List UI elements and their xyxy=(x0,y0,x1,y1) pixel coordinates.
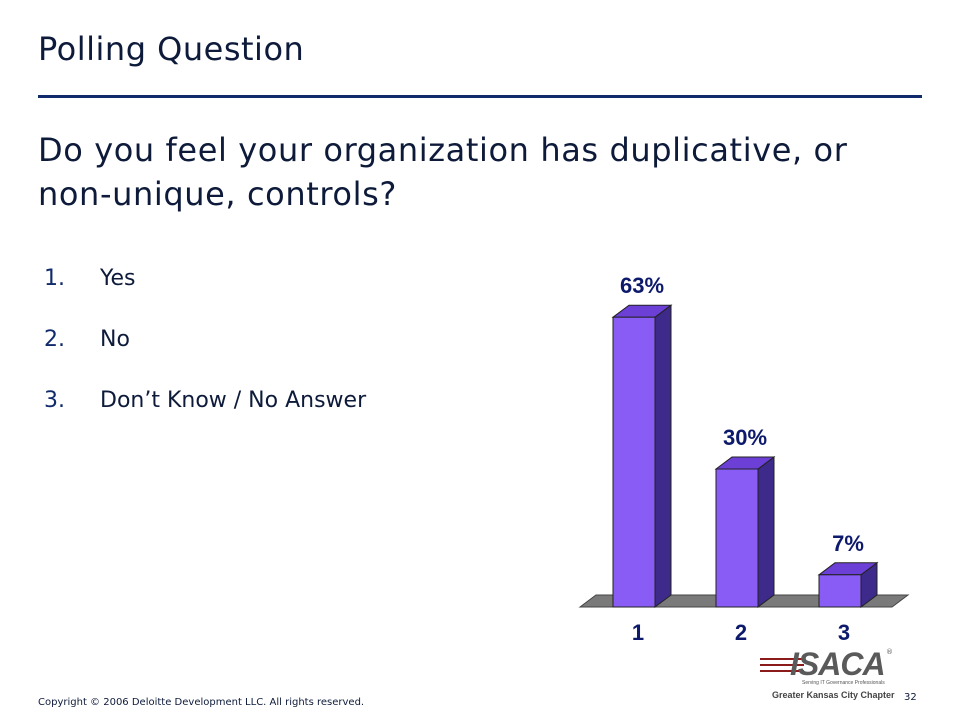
logo-stripe xyxy=(760,670,804,672)
logo-tagline: Serving IT Governance Professionals xyxy=(802,680,885,686)
answer-option: 3. Don’t Know / No Answer xyxy=(44,388,366,418)
logo-stripe xyxy=(760,664,804,666)
data-label: 30% xyxy=(723,425,767,450)
bar xyxy=(612,316,656,608)
poll-question: Do you feel your organization has duplic… xyxy=(38,131,848,213)
bar xyxy=(818,574,862,608)
logo-stripe xyxy=(760,658,804,660)
x-tick-label: 1 xyxy=(632,620,644,645)
answer-options: 1. Yes 2. No 3. Don’t Know / No Answer xyxy=(44,266,366,449)
slide-title: Polling Question xyxy=(38,30,305,68)
x-tick-label: 3 xyxy=(838,620,850,645)
logo-chapter-name: Greater Kansas City Chapter xyxy=(772,690,895,700)
bar-side xyxy=(757,456,775,608)
answer-option: 1. Yes xyxy=(44,266,366,296)
copyright-text: Copyright © 2006 Deloitte Development LL… xyxy=(38,697,365,708)
results-bar-chart: 63% 1 30% 2 7% 3 xyxy=(578,273,910,645)
option-label: Yes xyxy=(100,266,136,291)
isaca-logo: ISACA ® Serving IT Governance Profession… xyxy=(760,644,900,706)
bar-side xyxy=(654,304,672,608)
logo-registered-mark: ® xyxy=(886,648,893,656)
option-number: 1. xyxy=(44,266,65,291)
option-number: 2. xyxy=(44,327,65,352)
logo-wordmark: ISACA xyxy=(790,646,886,682)
option-label: Don’t Know / No Answer xyxy=(100,388,367,413)
page-number: 32 xyxy=(904,692,917,703)
answer-option: 2. No xyxy=(44,327,366,357)
bar xyxy=(715,468,759,608)
option-label: No xyxy=(100,327,130,352)
x-tick-label: 2 xyxy=(735,620,747,645)
title-divider xyxy=(38,95,922,98)
option-number: 3. xyxy=(44,388,65,413)
data-label: 63% xyxy=(620,273,664,298)
data-label: 7% xyxy=(832,531,864,556)
